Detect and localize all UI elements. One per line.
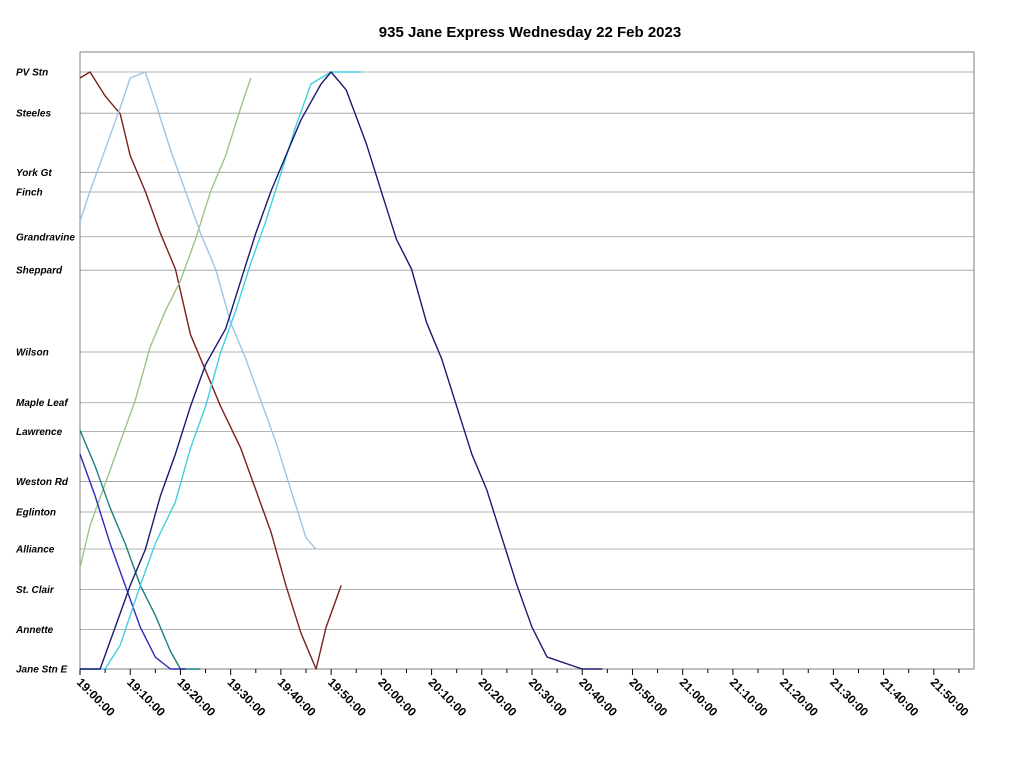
station-label: Eglinton: [16, 507, 56, 518]
x-tick-label: 19:00:00: [74, 675, 118, 719]
grid: [80, 71, 974, 670]
station-label: St. Clair: [16, 585, 55, 596]
x-tick-label: 20:50:00: [626, 675, 670, 719]
station-label: Jane Stn E: [16, 665, 67, 676]
x-tick-label: 21:10:00: [727, 675, 771, 719]
plot-frame: [79, 51, 975, 670]
x-tick-label: 21:50:00: [928, 675, 972, 719]
station-label: PV Stn: [16, 68, 48, 79]
trip-line-7: [80, 71, 603, 670]
x-tick-label: 21:30:00: [827, 675, 871, 719]
x-tick-label: 19:20:00: [174, 675, 218, 719]
station-label: Steeles: [16, 109, 51, 120]
y-axis-labels: PV Stn Steeles York Gt Finch Grandravine Shep…: [15, 68, 75, 676]
trip-line-3: [79, 429, 201, 670]
x-tick-label: 20:00:00: [375, 675, 419, 719]
trip-line-5: [80, 71, 362, 670]
x-axis: 19:00:00 19:10:00 19:20:00 19:30:00 19:40:00…: [74, 669, 972, 719]
x-tick-label: 19:40:00: [275, 675, 319, 719]
x-tick-label: 20:10:00: [425, 675, 469, 719]
station-label: Sheppard: [16, 266, 63, 277]
station-label: Wilson: [16, 347, 49, 358]
trip-line-4: [79, 453, 186, 670]
x-tick-label: 19:50:00: [325, 675, 369, 719]
trip-line-6: [79, 71, 317, 551]
trip-line-2: [79, 77, 252, 568]
x-tick-label: 19:10:00: [124, 675, 168, 719]
series-layer: [79, 71, 603, 670]
station-label: Weston Rd: [16, 477, 69, 488]
station-label: Grandravine: [16, 232, 75, 243]
station-label: Alliance: [15, 545, 55, 556]
x-tick-label: 21:40:00: [877, 675, 921, 719]
x-tick-label: 21:00:00: [677, 675, 721, 719]
x-tick-label: 20:40:00: [576, 675, 620, 719]
trip-line-1: [79, 71, 342, 670]
station-label: Annette: [15, 625, 54, 636]
x-tick-label: 19:30:00: [225, 675, 269, 719]
station-label: Finch: [16, 187, 43, 198]
station-label: Maple Leaf: [16, 398, 69, 409]
x-tick-label: 21:20:00: [777, 675, 821, 719]
x-tick-label: 20:30:00: [526, 675, 570, 719]
chart-title: 935 Jane Express Wednesday 22 Feb 2023: [379, 24, 681, 41]
x-tick-label: 20:20:00: [476, 675, 520, 719]
station-label: Lawrence: [16, 427, 63, 438]
station-label: York Gt: [16, 168, 52, 179]
